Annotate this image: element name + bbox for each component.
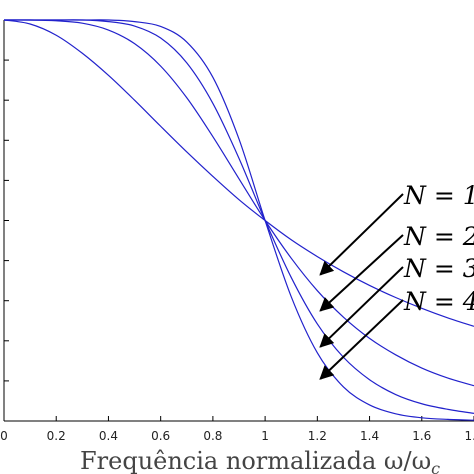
annotation-arrow-1 (319, 193, 404, 276)
series-line-4 (3, 19, 474, 421)
annotation-arrow-4 (319, 299, 404, 380)
x-tick-label: 0.8 (203, 429, 222, 443)
x-tick-label: 1.8 (464, 429, 474, 443)
annotation-arrow-3 (319, 266, 404, 348)
annotation-layer: N = 1 N = 2 N = 3 N = 4 (319, 181, 474, 380)
series-line-2 (3, 19, 474, 387)
x-tick-label: 0.4 (99, 429, 118, 443)
x-axis-label-subscript: c (431, 459, 440, 474)
annotation-label-4: N = 4 (403, 287, 474, 316)
series-line-3 (3, 19, 474, 414)
x-tick-label: 1.4 (360, 429, 379, 443)
annotation-label-1: N = 1 (403, 181, 474, 210)
annotation-label-3: N = 3 (403, 254, 474, 283)
x-axis-label: Frequência normalizada ω/ωc (80, 447, 440, 474)
series-line-1 (3, 19, 474, 327)
annotation-arrow-2 (319, 234, 404, 312)
x-tick-label: 1.2 (308, 429, 327, 443)
axes (3, 19, 474, 422)
tick-layer: 0 0.2 0.4 0.6 0.8 1 1.2 1.4 1.6 1.8 (0, 429, 474, 443)
x-axis-label-main: Frequência normalizada ω/ω (80, 447, 431, 474)
x-tick-label: 0.6 (151, 429, 170, 443)
x-tick-label: 0 (0, 429, 8, 443)
x-tick-label: 1 (261, 429, 269, 443)
x-tick-label: 0.2 (47, 429, 66, 443)
x-tick-label: 1.6 (412, 429, 431, 443)
annotation-label-2: N = 2 (403, 222, 474, 251)
series-layer (3, 19, 474, 421)
